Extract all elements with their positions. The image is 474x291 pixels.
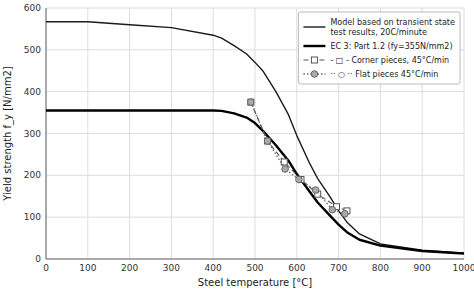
x-tick-label: 300 [163, 263, 180, 273]
legend-label-line: Model based on transient state [330, 18, 455, 27]
legend-label-line: test results, 20C/minute [330, 28, 427, 37]
legend-label-line: - □ - Corner pieces, 45°C/min [330, 56, 449, 65]
x-tick-label: 1000 [453, 263, 474, 273]
y-tick-label: 100 [24, 212, 41, 222]
y-axis-line [46, 8, 47, 259]
y-tick-label: 0 [35, 254, 41, 264]
series-marker [342, 211, 349, 218]
series-marker [312, 187, 319, 194]
y-tick-label: 300 [24, 129, 41, 139]
series-marker [329, 206, 336, 213]
x-tick-label: 0 [43, 263, 49, 273]
legend-label-line: EC 3: Part 1.2 (fy=355N/mm2) [330, 42, 452, 51]
grid-line-y [46, 217, 464, 218]
y-tick-label: 400 [24, 87, 41, 97]
legend-box [298, 12, 460, 84]
legend-label: - □ - Corner pieces, 45°C/min [330, 56, 449, 65]
grid-line-y [46, 133, 464, 134]
legend-swatch [303, 45, 325, 47]
series-marker [264, 138, 271, 145]
legend-marker [311, 57, 317, 63]
x-tick-label: 100 [79, 263, 96, 273]
chart: 0 100 200 300 400 500 600 700 800 900 1000 0 100 200 3… [0, 0, 474, 291]
series-line [251, 102, 345, 214]
grid [46, 8, 464, 259]
legend-label: EC 3: Part 1.2 (fy=355N/mm2) [330, 42, 452, 51]
legend-entries: Model based on transient statetest resul… [330, 18, 455, 79]
legend: Model based on transient statetest resul… [298, 12, 460, 84]
x-axis-line [46, 259, 464, 260]
x-tick-label: 500 [246, 263, 263, 273]
series-marker [296, 176, 303, 183]
series-line [251, 102, 347, 211]
legend-label-line: ·· ○ ·· Flat pieces 45°C/min [330, 70, 438, 79]
y-tick-label: 600 [24, 3, 41, 13]
x-tick-label: 400 [205, 263, 222, 273]
legend-marker [311, 71, 318, 78]
series-line [46, 110, 464, 253]
grid-line-y [46, 259, 464, 260]
y-tick-label: 200 [24, 170, 41, 180]
x-tick-label: 800 [372, 263, 389, 273]
legend-label: Model based on transient statetest resul… [330, 18, 455, 37]
legend-swatch [303, 26, 325, 27]
series-marker [265, 138, 271, 144]
x-tick-label: 900 [414, 263, 431, 273]
x-tick-label: 200 [121, 263, 138, 273]
series-line [46, 22, 464, 253]
plot-area [46, 22, 464, 254]
background [0, 0, 474, 291]
legend-label: ·· ○ ·· Flat pieces 45°C/min [330, 70, 438, 79]
y-tick-label: 500 [24, 45, 41, 55]
series-marker [281, 159, 287, 165]
y-axis-label: Yield strength f_y [N/mm2] [2, 66, 14, 201]
x-axis-label: Steel temperature [°C] [198, 277, 312, 288]
grid-line-y [46, 91, 464, 92]
grid-line-y [46, 8, 464, 9]
series-marker [248, 99, 255, 106]
x-tick-label: 700 [330, 263, 347, 273]
x-tick-label: 600 [288, 263, 305, 273]
grid-line-y [46, 175, 464, 176]
grid-line-x [46, 8, 47, 259]
series-marker [282, 166, 289, 173]
series-marker [248, 99, 254, 105]
